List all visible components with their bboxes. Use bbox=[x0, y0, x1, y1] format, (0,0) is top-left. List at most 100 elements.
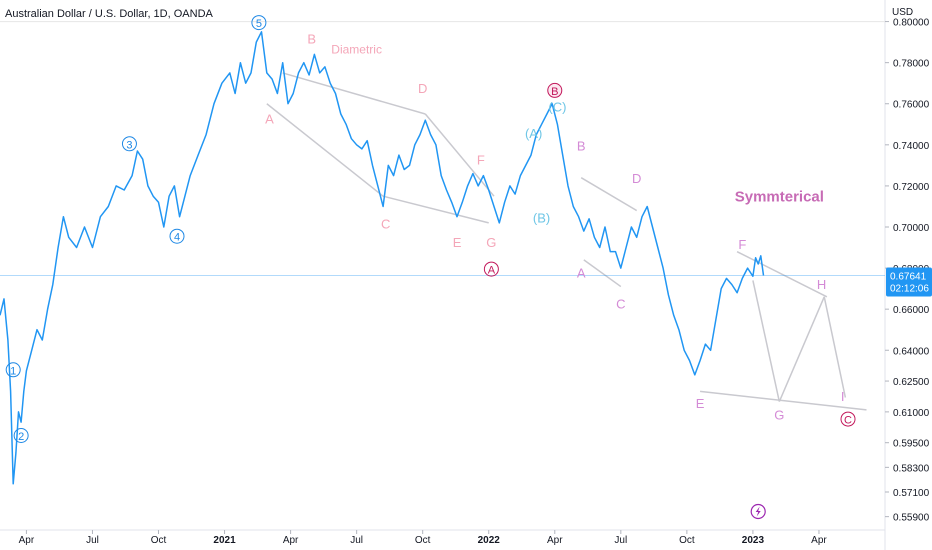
wave-label-text: 5 bbox=[256, 18, 262, 30]
wave-label[interactable]: D bbox=[418, 81, 427, 96]
wave-label[interactable]: A bbox=[577, 266, 586, 281]
y-tick-label: 0.64000 bbox=[893, 346, 930, 357]
x-tick-label: Apr bbox=[811, 535, 827, 546]
wave-label-circle bbox=[121, 136, 137, 152]
wave-label[interactable]: F bbox=[738, 237, 746, 252]
wave-label[interactable]: 5 bbox=[251, 15, 267, 31]
wave-label-text: F bbox=[738, 237, 746, 252]
wave-label-text: G bbox=[486, 235, 496, 250]
wave-label-text: A bbox=[577, 266, 586, 281]
wave-label[interactable]: B bbox=[577, 138, 586, 153]
y-tick-label: 0.76000 bbox=[893, 100, 930, 111]
wave-label[interactable]: 1 bbox=[5, 362, 21, 378]
wave-label-text: H bbox=[817, 277, 826, 292]
trend-line[interactable] bbox=[752, 280, 781, 402]
wave-label-text: A bbox=[488, 265, 496, 277]
wave-label[interactable]: C bbox=[381, 216, 390, 231]
wave-label[interactable]: 3 bbox=[121, 136, 137, 152]
wave-label-text: C bbox=[844, 415, 852, 427]
wave-label-text: C bbox=[381, 216, 390, 231]
y-tick-label: 0.72000 bbox=[893, 182, 930, 193]
y-tick-label: 0.62500 bbox=[893, 377, 930, 388]
wave-label[interactable]: A bbox=[265, 112, 274, 127]
wave-label[interactable]: C bbox=[840, 411, 856, 427]
trend-line[interactable] bbox=[282, 72, 426, 115]
trend-line[interactable] bbox=[823, 296, 847, 398]
wave-label[interactable]: A bbox=[483, 261, 499, 277]
trend-line[interactable] bbox=[424, 113, 495, 197]
y-tick-label: 0.61000 bbox=[893, 408, 930, 419]
wave-label-circle bbox=[483, 261, 499, 277]
wave-label[interactable]: B bbox=[307, 32, 316, 47]
wave-label-text: 4 bbox=[174, 232, 180, 244]
x-tick-label: Jul bbox=[350, 535, 363, 546]
y-tick-label: 0.70000 bbox=[893, 223, 930, 234]
x-tick-label: 2021 bbox=[213, 535, 236, 546]
wave-label-text: 3 bbox=[126, 139, 132, 151]
wave-label-text: B bbox=[577, 138, 586, 153]
wave-label[interactable]: C bbox=[616, 297, 625, 312]
wave-label-circle bbox=[547, 82, 563, 98]
wave-label[interactable]: E bbox=[696, 396, 705, 411]
x-tick-label: 2022 bbox=[478, 535, 501, 546]
wave-label[interactable]: (C) bbox=[548, 99, 566, 114]
wave-label[interactable]: 2 bbox=[13, 428, 29, 444]
annotation-text[interactable]: Diametric bbox=[331, 42, 382, 56]
wave-label[interactable]: I bbox=[841, 389, 845, 404]
wave-label-text: G bbox=[774, 407, 784, 422]
y-tick-label: 0.74000 bbox=[893, 141, 930, 152]
trend-line[interactable] bbox=[580, 177, 638, 212]
y-tick-label: 0.55900 bbox=[893, 513, 930, 524]
wave-label-text: 2 bbox=[18, 431, 24, 443]
wave-label[interactable]: (B) bbox=[533, 210, 550, 225]
wave-label[interactable]: E bbox=[453, 235, 462, 250]
current-price-tag bbox=[886, 267, 932, 297]
y-tick-label: 0.57100 bbox=[893, 488, 930, 499]
wave-label-text: A bbox=[265, 112, 274, 127]
wave-label[interactable]: (A) bbox=[525, 126, 542, 141]
y-tick-label: 0.78000 bbox=[893, 59, 930, 70]
wave-label-text: D bbox=[418, 81, 427, 96]
wave-label-text: (C) bbox=[548, 99, 566, 114]
x-tick-label: Oct bbox=[151, 535, 167, 546]
wave-label-text: D bbox=[632, 171, 641, 186]
x-tick-label: Apr bbox=[283, 535, 299, 546]
x-tick-label: Jul bbox=[86, 535, 99, 546]
wave-label[interactable]: G bbox=[774, 407, 784, 422]
current-price-value: 0.67641 bbox=[890, 271, 927, 282]
x-tick-label: Oct bbox=[415, 535, 431, 546]
wave-label-circle bbox=[5, 362, 21, 378]
y-tick-label: 0.58300 bbox=[893, 463, 930, 474]
wave-label[interactable]: 4 bbox=[169, 228, 185, 244]
annotation-text[interactable]: Symmterical bbox=[735, 188, 824, 205]
wave-label-text: E bbox=[696, 396, 705, 411]
wave-label[interactable]: G bbox=[486, 235, 496, 250]
lightning-glyph bbox=[755, 506, 761, 517]
trend-line[interactable] bbox=[266, 103, 384, 197]
trend-line[interactable] bbox=[382, 195, 489, 224]
bar-countdown: 02:12:06 bbox=[890, 283, 929, 294]
wave-label[interactable]: B bbox=[547, 82, 563, 98]
trend-line[interactable] bbox=[778, 296, 825, 402]
wave-label[interactable]: H bbox=[817, 277, 826, 292]
wave-label-text: 1 bbox=[10, 365, 16, 377]
lightning-icon[interactable] bbox=[750, 503, 766, 520]
x-tick-label: Jul bbox=[614, 535, 627, 546]
wave-label-text: C bbox=[616, 297, 625, 312]
wave-label-text: (B) bbox=[533, 210, 550, 225]
x-tick-label: Oct bbox=[679, 535, 695, 546]
wave-label[interactable]: F bbox=[477, 153, 485, 168]
y-tick-label: 0.80000 bbox=[893, 18, 930, 29]
currency-label: USD bbox=[892, 7, 913, 18]
price-series-line[interactable] bbox=[0, 31, 765, 485]
wave-label-text: (A) bbox=[525, 126, 542, 141]
trend-line[interactable] bbox=[736, 250, 828, 298]
trend-line[interactable] bbox=[699, 390, 867, 411]
x-tick-label: Apr bbox=[19, 535, 35, 546]
wave-label[interactable]: D bbox=[632, 171, 641, 186]
wave-label-circle bbox=[13, 428, 29, 444]
trend-line[interactable] bbox=[583, 259, 622, 288]
chart-title: Australian Dollar / U.S. Dollar, 1D, OAN… bbox=[5, 8, 214, 20]
wave-label-text: B bbox=[307, 32, 316, 47]
